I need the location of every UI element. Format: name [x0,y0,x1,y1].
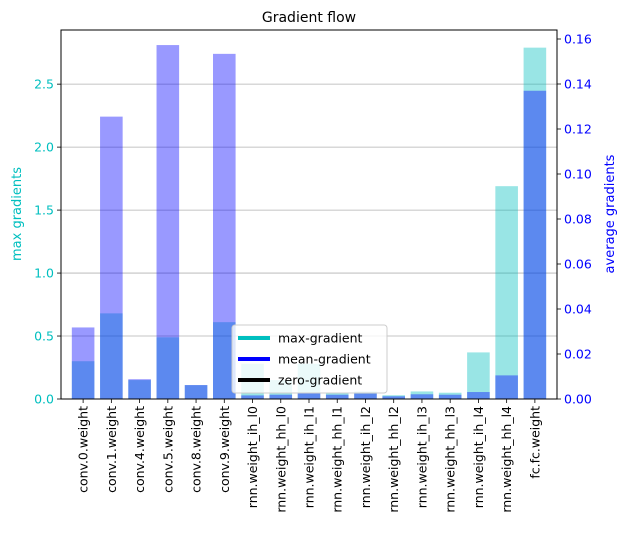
right-axis-tick-label: 0.00 [564,392,592,407]
right-axis-tick-label: 0.08 [564,212,592,227]
mean-gradient-bar [438,394,462,399]
left-axis-tick-label: 0.0 [34,392,54,407]
right-axis-tick-label: 0.02 [564,347,592,362]
legend-label: max-gradient [278,331,362,346]
x-axis-tick-label: conv.9.weight [217,406,232,493]
left-axis-tick-label: 2.0 [34,140,54,155]
right-axis-tick-label: 0.06 [564,257,592,272]
mean-gradient-bar [184,385,208,399]
x-axis-tick-label: rnn.weight_hh_l1 [330,406,345,513]
left-axis-tick-label: 2.5 [34,77,54,92]
max-gradient-bar [156,337,180,399]
right-axis-tick-label: 0.10 [564,167,592,182]
mean-gradient-bar [100,116,123,399]
mean-gradient-bar [128,379,151,399]
x-axis-tick-label: rnn.weight_ih_l1 [302,406,317,508]
right-axis-tick-label: 0.14 [564,77,592,92]
max-gradient-bar [184,385,208,399]
x-axis-tick-label: rnn.weight_hh_l3 [443,406,458,513]
x-axis-tick-label: rnn.weight_ih_l3 [414,406,429,508]
mean-gradient-bar [325,394,349,399]
mean-gradient-bar [213,53,236,399]
mean-gradient-bar [269,394,293,399]
mean-gradient-bar [495,375,518,399]
right-axis-label: average gradients [603,154,618,273]
legend-box [231,324,388,394]
max-gradient-bar [438,392,462,399]
x-axis-tick-label: rnn.weight_ih_l4 [471,406,486,508]
mean-gradient-bar [523,90,547,399]
left-axis-tick-label: 0.5 [34,329,54,344]
mean-gradient-bars [71,45,547,399]
mean-gradient-bar [156,45,180,399]
mean-gradient-bar [410,394,434,399]
left-axis-tick-label: 1.5 [34,203,54,218]
x-axis: conv.0.weight conv.1.weight conv.4.weight c… [76,399,542,513]
right-axis-tick-label: 0.04 [564,302,592,317]
mean-gradient-bar [297,393,321,399]
mean-gradient-bar [354,393,377,399]
max-gradient-bar [382,395,405,399]
x-axis-tick-label: rnn.weight_ih_l2 [358,406,373,508]
x-axis-tick-label: rnn.weight_ih_l0 [245,406,260,508]
x-axis-tick-label: fc.fc.weight [527,406,542,479]
left-y-axis: 0.0 0.5 1.0 1.5 2.0 2.5 [34,77,61,407]
mean-gradient-bar [241,395,264,399]
x-axis-tick-label: rnn.weight_hh_l2 [386,406,401,513]
x-axis-tick-label: conv.4.weight [132,406,147,493]
max-gradient-bar [523,47,547,399]
max-gradient-bar [100,313,123,399]
max-gradient-bar [467,352,490,399]
mean-gradient-bar [71,327,95,399]
x-axis-tick-label: rnn.weight_hh_l0 [273,406,288,513]
mean-gradient-bar [382,396,405,399]
max-gradient-bar [354,391,377,399]
x-axis-tick-label: conv.0.weight [76,406,91,493]
chart-title: Gradient flow [262,10,356,26]
x-axis-tick-label: conv.1.weight [104,406,119,493]
max-gradient-bar [71,361,95,399]
right-axis-tick-label: 0.16 [564,32,592,47]
right-axis-tick-label: 0.12 [564,122,592,137]
legend: max-gradient mean-gradient zero-gradient [231,324,388,394]
left-axis-tick-label: 1.0 [34,266,54,281]
right-y-axis: 0.00 0.02 0.04 0.06 0.08 0.10 0.12 0.14 0.16 [557,32,592,407]
max-gradient-bar [410,391,434,399]
grid-lines [61,83,557,337]
max-gradient-bar [325,392,349,399]
x-axis-tick-label: rnn.weight_hh_l4 [499,406,514,513]
max-gradient-bar [495,186,518,399]
max-gradient-bar [128,380,151,399]
x-axis-tick-label: conv.5.weight [160,406,175,493]
mean-gradient-bar [467,392,490,399]
x-axis-tick-label: conv.8.weight [189,406,204,493]
legend-label: mean-gradient [278,352,371,367]
max-gradient-bar [213,322,236,399]
legend-label: zero-gradient [278,373,362,388]
left-axis-label: max gradients [10,167,25,261]
